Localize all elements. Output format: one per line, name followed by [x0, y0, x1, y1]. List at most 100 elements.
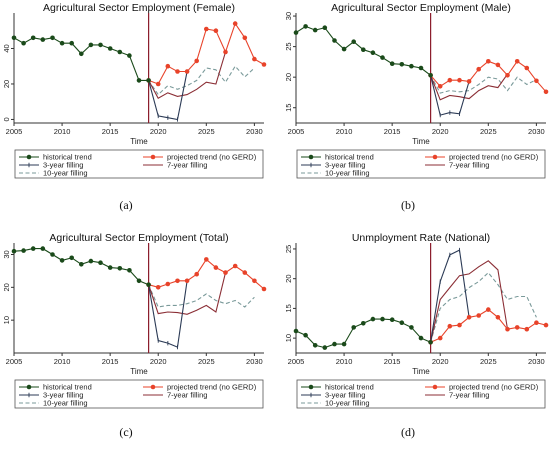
legend-label-projected: projected trend (no GERD): [449, 383, 539, 392]
x-tick-label: 2025: [480, 357, 497, 366]
legend-label-fill10: 10-year filling: [43, 169, 88, 178]
data-point-historical: [389, 61, 395, 66]
data-point-projected: [505, 326, 510, 332]
x-tick-label: 2010: [54, 127, 71, 136]
data-point-projected: [223, 49, 228, 55]
data-point-projected: [486, 307, 491, 312]
legend-label-historical: historical trend: [325, 383, 374, 392]
data-point-historical: [107, 265, 113, 270]
x-tick-label: 2015: [384, 127, 401, 136]
data-point-historical: [117, 49, 123, 55]
data-point-projected: [194, 271, 199, 277]
data-point-historical: [136, 78, 142, 83]
chart-title: Unmployment Rate (National): [352, 232, 490, 244]
legend-label-historical: historical trend: [325, 153, 374, 162]
series-line-fill7: [430, 260, 509, 343]
y-tick-label: 20: [284, 275, 293, 283]
data-point-historical: [40, 246, 46, 251]
y-tick-label: 30: [2, 250, 11, 258]
data-point-historical: [322, 345, 328, 350]
data-point-projected: [437, 84, 443, 89]
data-point-historical: [117, 266, 123, 271]
data-point-historical: [332, 341, 337, 347]
data-point-projected: [184, 278, 190, 284]
x-axis-title: Time: [130, 137, 148, 146]
panel-label-d: (d): [401, 425, 415, 439]
data-point-projected: [457, 322, 462, 328]
data-point-projected: [261, 62, 267, 67]
data-point-projected: [175, 278, 180, 284]
legend-box: [296, 379, 546, 409]
series-line-fill3: [148, 280, 188, 348]
series-line-fill7: [148, 51, 227, 99]
data-point-projected: [534, 320, 539, 326]
data-point-historical: [11, 35, 17, 41]
data-point-projected: [232, 21, 238, 26]
data-point-projected: [476, 313, 482, 318]
data-point-projected: [447, 323, 453, 329]
data-point-historical: [293, 30, 299, 35]
data-point-historical: [409, 63, 414, 69]
data-point-historical: [351, 39, 357, 44]
data-point-historical: [399, 320, 405, 326]
x-axis-title: Time: [130, 367, 148, 376]
series-line-historical: [13, 248, 149, 286]
legend-label-fill7: 7-year filling: [449, 391, 489, 400]
x-tick-label: 2020: [150, 127, 167, 136]
x-tick-label: 2010: [336, 357, 353, 366]
legend-label-fill10: 10-year filling: [325, 399, 370, 408]
legend-box: [296, 149, 546, 179]
data-point-historical: [107, 46, 113, 51]
data-point-projected: [534, 78, 539, 84]
series-line-fill7: [430, 73, 508, 101]
legend-label-fill10: 10-year filling: [325, 169, 370, 178]
x-tick-label: 2015: [102, 127, 119, 136]
panel-label-a: (a): [119, 198, 133, 212]
data-point-projected: [437, 335, 443, 341]
data-point-projected: [213, 28, 219, 33]
legend-label-fill7: 7-year filling: [167, 391, 207, 400]
y-tick-label: 20: [2, 283, 11, 291]
legend-label-projected: projected trend (no GERD): [167, 153, 257, 162]
x-tick-label: 2010: [54, 357, 71, 366]
panel-label-c: (c): [119, 425, 133, 439]
data-point-historical: [361, 47, 366, 52]
data-point-historical: [409, 325, 414, 330]
panel-label-b: (b): [401, 198, 415, 212]
data-point-historical: [59, 258, 65, 263]
data-point-historical: [98, 260, 103, 266]
data-point-historical: [88, 42, 94, 48]
data-point-projected: [184, 69, 190, 74]
series-line-fill7: [148, 272, 227, 315]
data-point-historical: [361, 321, 366, 326]
data-point-projected: [514, 59, 520, 64]
legend-label-historical: historical trend: [43, 153, 92, 162]
y-tick-label: 15: [284, 304, 293, 312]
legend-marker-historical: [26, 384, 32, 390]
data-point-projected: [204, 26, 209, 32]
legend-marker-historical: [26, 154, 32, 160]
data-point-historical: [312, 343, 318, 348]
data-point-historical: [146, 78, 151, 83]
chart-title: Agricultural Sector Employment (Female): [43, 2, 235, 14]
data-point-historical: [389, 317, 395, 323]
data-point-projected: [252, 278, 257, 284]
data-point-historical: [341, 341, 347, 347]
x-tick-label: 2015: [384, 357, 401, 366]
data-point-historical: [21, 40, 26, 46]
y-tick-label: 20: [2, 80, 11, 88]
chart-title: Agricultural Sector Employment (Total): [49, 232, 228, 244]
data-point-historical: [332, 38, 337, 43]
y-tick-label: 25: [284, 245, 293, 253]
data-point-projected: [514, 325, 520, 330]
data-point-projected: [524, 65, 530, 71]
legend-label-projected: projected trend (no GERD): [167, 383, 257, 392]
data-point-historical: [428, 73, 433, 78]
data-point-projected: [524, 326, 530, 332]
legend-marker-projected: [432, 384, 438, 390]
data-point-projected: [213, 265, 219, 270]
x-tick-label: 2030: [528, 357, 545, 366]
data-point-projected: [223, 270, 228, 275]
chart-panel-2: Agricultural Sector Employment (Male) 200…: [284, 2, 549, 179]
